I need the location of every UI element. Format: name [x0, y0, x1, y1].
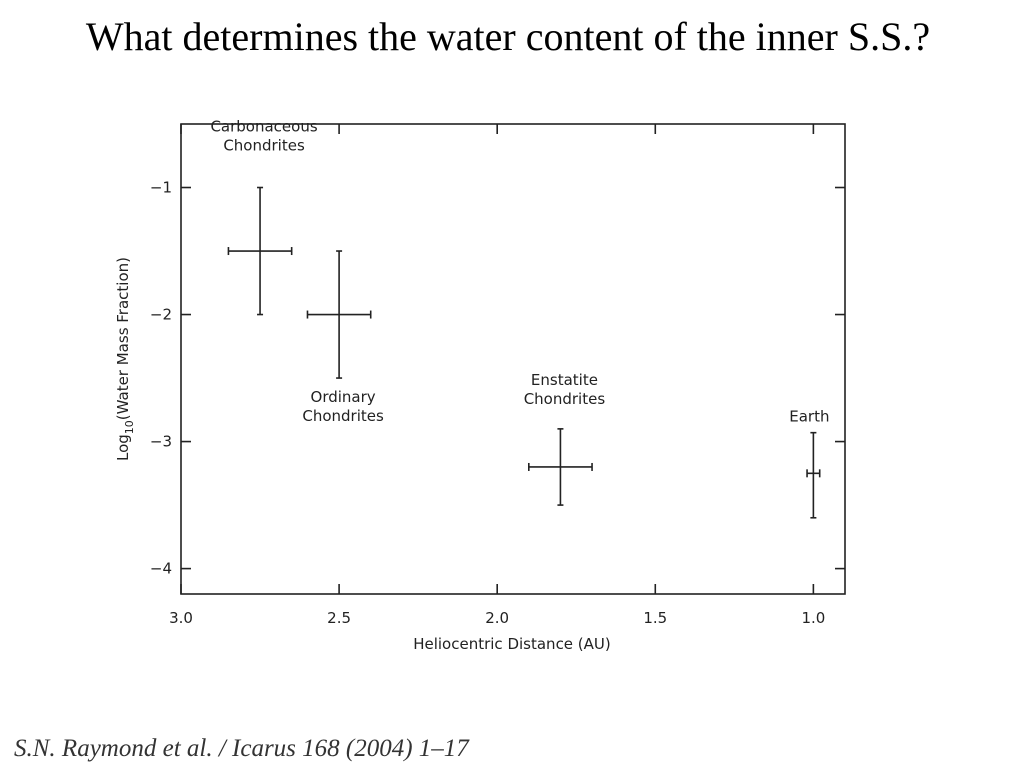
x-tick-label: 1.5 [643, 609, 667, 627]
citation: S.N. Raymond et al. / Icarus 168 (2004) … [14, 735, 470, 762]
plot-frame [180, 123, 846, 595]
y-tick-label: −3 [150, 433, 172, 451]
x-tick-label: 2.5 [327, 609, 351, 627]
point-label: Chondrites [302, 407, 384, 425]
point-label: Carbonaceous [210, 118, 317, 136]
point-label: Chondrites [524, 390, 606, 408]
slide-title: What determines the water content of the… [86, 14, 930, 59]
x-tick-label: 1.0 [801, 609, 825, 627]
point-label: Ordinary [311, 388, 376, 406]
y-label-log: Log [114, 434, 132, 461]
x-tick-label: 3.0 [169, 609, 193, 627]
y-axis-label: Log10(Water Mass Fraction) [114, 257, 136, 461]
point-label: Earth [789, 408, 829, 426]
y-tick-label: −1 [150, 179, 172, 197]
y-tick-label: −2 [150, 306, 172, 324]
point-label: Chondrites [223, 137, 305, 155]
y-label-text: (Water Mass Fraction) [114, 257, 132, 420]
point-label: Enstatite [531, 371, 598, 389]
y-tick-label: −4 [150, 560, 172, 578]
x-axis-label: Heliocentric Distance (AU) [413, 635, 611, 653]
x-tick-label: 2.0 [485, 609, 509, 627]
y-label-sub: 10 [123, 420, 136, 434]
